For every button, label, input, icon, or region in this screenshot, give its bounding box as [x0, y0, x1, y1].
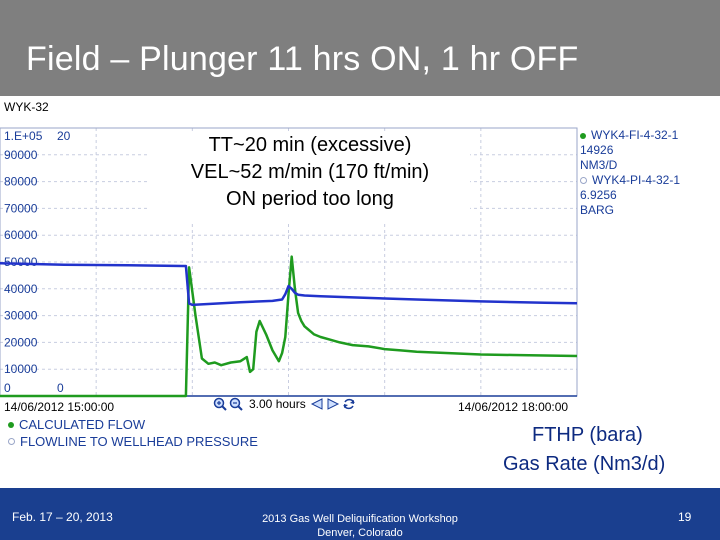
- time-span-label: 3.00 hours: [249, 397, 306, 411]
- gas-rate-label: Gas Rate (Nm3/d): [503, 453, 666, 475]
- left-tick-label: 70000: [4, 201, 38, 215]
- time-end-label: 14/06/2012 18:00:00: [458, 400, 569, 414]
- left-tick-label: 1.E+05: [4, 129, 43, 143]
- legend-right-pressure[interactable]: WYK4-PI-4-32-1: [580, 173, 680, 188]
- right-axis-bottom: 0: [57, 381, 64, 395]
- legend-calculated-flow[interactable]: CALCULATED FLOW: [8, 416, 258, 433]
- legend-right: WYK4-FI-4-32-1 14926 NM3/D WYK4-PI-4-32-…: [580, 128, 680, 218]
- annotation-line-3: ON period too long: [226, 188, 394, 210]
- legend-flowline-pressure[interactable]: FLOWLINE TO WELLHEAD PRESSURE: [8, 433, 258, 450]
- left-tick-label: 0: [4, 381, 11, 395]
- left-tick-label: 50000: [4, 255, 38, 269]
- annotation-line-1: TT~20 min (excessive): [208, 134, 412, 156]
- wellhead-pressure-line: [0, 262, 578, 307]
- left-tick-label: 60000: [4, 228, 38, 242]
- left-tick-label: 90000: [4, 148, 38, 162]
- left-tick-label: 30000: [4, 309, 38, 323]
- pressure-tag: WYK4-PI-4-32-1: [592, 173, 681, 187]
- legend-flow-label: CALCULATED FLOW: [19, 417, 146, 432]
- flow-dot-icon: [580, 132, 586, 139]
- time-toolbar: 3.00 hours: [213, 397, 358, 411]
- legend-right-flow[interactable]: WYK4-FI-4-32-1: [580, 128, 680, 143]
- zoom-out-icon[interactable]: [229, 397, 243, 411]
- pressure-unit: BARG: [580, 203, 615, 217]
- left-tick-label: 20000: [4, 335, 38, 349]
- page-number: 19: [678, 510, 692, 524]
- annotation-box: TT~20 min (excessive) VEL~52 m/min (170 …: [150, 132, 470, 224]
- slide-title: Field – Plunger 11 hrs ON, 1 hr OFF: [26, 40, 579, 78]
- flow-unit: NM3/D: [580, 158, 618, 172]
- series-layer: [0, 255, 578, 398]
- flow-tag: WYK4-FI-4-32-1: [591, 128, 679, 142]
- left-axis-ticks: 1.E+05 90000 80000 70000 60000 50000 40000 3000…: [4, 129, 43, 395]
- zoom-in-icon[interactable]: [213, 397, 227, 411]
- tag-label: WYK-32: [4, 100, 49, 114]
- arrow-left-icon[interactable]: [310, 397, 324, 411]
- footer-workshop-line2: Denver, Colorado: [317, 527, 403, 539]
- flow-value: 14926: [580, 143, 614, 157]
- left-tick-label: 80000: [4, 175, 38, 189]
- right-axis-top: 20: [57, 129, 71, 143]
- footer-bar: Feb. 17 – 20, 2013 2013 Gas Well Deliqui…: [0, 488, 720, 540]
- bottom-legend: CALCULATED FLOW FLOWLINE TO WELLHEAD PRE…: [8, 416, 258, 450]
- left-tick-label: 40000: [4, 282, 38, 296]
- left-tick-label: 10000: [4, 362, 38, 376]
- fthp-label: FTHP (bara): [532, 424, 643, 446]
- pressure-dot-icon: [580, 177, 587, 184]
- legend-pressure-label: FLOWLINE TO WELLHEAD PRESSURE: [20, 434, 258, 449]
- time-start-label: 14/06/2012 15:00:00: [4, 400, 115, 414]
- title-bar: [0, 0, 720, 96]
- footer-workshop: 2013 Gas Well Deliquification Workshop D…: [220, 512, 500, 540]
- annotation-line-2: VEL~52 m/min (170 ft/min): [190, 161, 430, 183]
- calculated-flow-line: [0, 255, 578, 398]
- refresh-icon[interactable]: [342, 397, 356, 411]
- footer-workshop-line1: 2013 Gas Well Deliquification Workshop: [262, 513, 458, 525]
- pressure-legend-dot-icon: [8, 438, 15, 445]
- arrow-right-icon[interactable]: [326, 397, 340, 411]
- pressure-value: 6.9256: [580, 188, 617, 202]
- flow-legend-dot-icon: [8, 421, 14, 428]
- footer-date: Feb. 17 – 20, 2013: [12, 510, 113, 524]
